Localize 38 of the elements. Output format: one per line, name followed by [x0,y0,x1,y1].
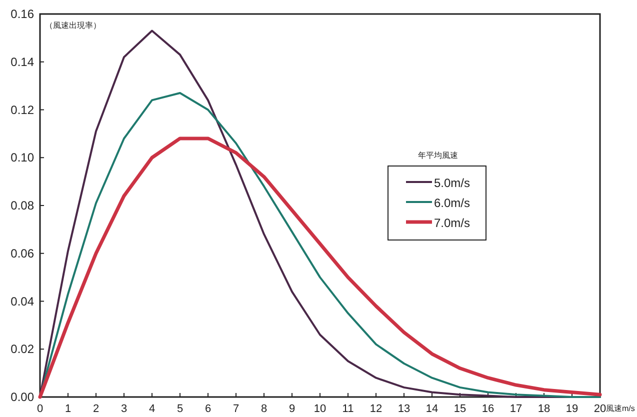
x-tick-label: 7 [232,403,240,415]
x-tick-label: 20 [594,403,606,415]
x-tick-label: 16 [482,403,494,415]
x-tick-label: 5 [176,403,184,415]
y-tick-label: 0.06 [10,246,34,260]
y-tick-label: 0.08 [10,198,34,212]
x-tick-label: 8 [260,403,268,415]
legend-title: 年平均風速 [418,151,458,160]
line-series [39,92,601,398]
legend-label: 7.0m/s [434,216,470,230]
x-tick-label: 15 [454,403,466,415]
line-series [38,136,602,399]
x-tick-label: 3 [120,403,128,415]
legend-label: 6.0m/s [434,196,470,210]
y-tick-label: 0.04 [10,294,34,308]
x-tick-label: 2 [92,403,100,415]
x-axis-title: 風速m/s [606,404,635,413]
x-tick-label: 18 [538,403,550,415]
x-tick-label: 0 [36,403,44,415]
y-tick-label: 0.02 [10,342,34,356]
y-tick-label: 0.12 [10,102,34,117]
x-tick-label: 17 [510,403,522,415]
y-tick-label: 0.10 [10,150,34,165]
y-axis-title: （風速出現率） [45,21,101,30]
y-tick-label: 0.14 [10,54,34,69]
x-tick-label: 1 [64,403,72,415]
x-tick-label: 11 [342,403,354,415]
x-tick-label: 4 [148,403,156,415]
x-tick-label: 12 [370,403,382,415]
legend-label: 5.0m/s [434,176,470,190]
x-tick-label: 10 [314,403,326,415]
x-tick-label: 9 [288,403,296,415]
x-tick-label: 13 [398,403,410,415]
y-tick-label: 0.00 [10,390,34,404]
y-tick-label: 0.16 [10,7,34,21]
x-tick-label: 19 [566,403,578,415]
x-tick-label: 14 [426,403,438,415]
x-tick-label: 6 [204,403,212,415]
